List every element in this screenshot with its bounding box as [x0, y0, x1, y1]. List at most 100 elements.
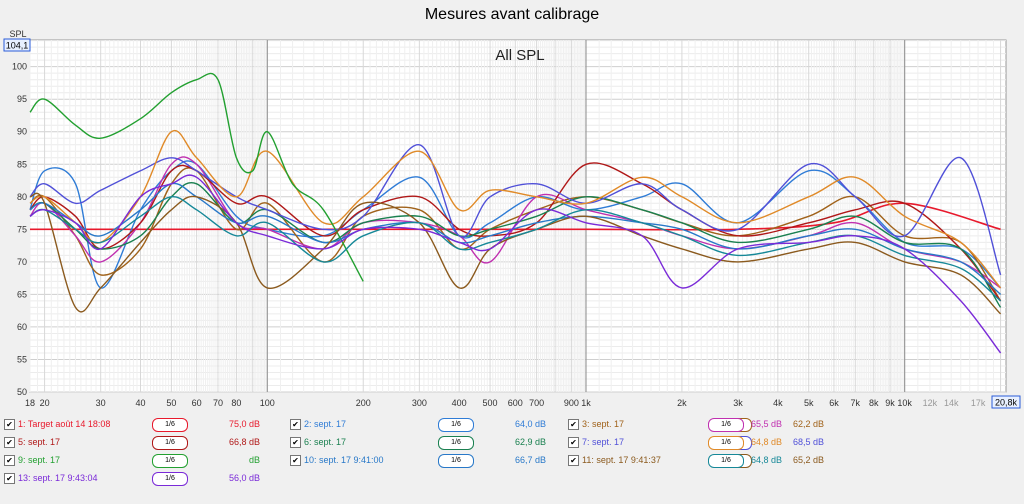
- legend-checkbox[interactable]: ✔: [4, 419, 15, 430]
- x-right-readout-text: 20,8k: [995, 398, 1018, 408]
- x-right-readout[interactable]: 20,8k: [991, 395, 1021, 409]
- x-tick-label: 1k: [581, 398, 591, 408]
- y-tick-label: 85: [17, 159, 27, 169]
- y-tick-labels: 50 55 60 65 70 75 80 85 90 95 100: [12, 62, 27, 397]
- legend-value: 64,8 dB: [750, 455, 782, 465]
- smoothing-button[interactable]: 1/6: [152, 472, 188, 486]
- series-line-13: [29, 174, 1002, 354]
- legend-value: dB: [248, 455, 260, 465]
- legend-value: 64,8 dB: [750, 437, 782, 447]
- x-tick-label: 8k: [869, 398, 879, 408]
- legend-label: 10: sept. 17 9:41:00: [304, 455, 384, 465]
- legend-label: 13: sept. 17 9:43:04: [18, 473, 98, 483]
- legend-value: 68,5 dB: [792, 437, 824, 447]
- legend-checkbox[interactable]: ✔: [290, 455, 301, 466]
- spl-chart[interactable]: All SPL SPL 104,1 20,8k 50 55 60 65 70 75 80 85…: [0, 0, 1024, 416]
- legend-label: 1: Target août 14 18:08: [18, 419, 111, 429]
- smoothing-button[interactable]: 1/6: [438, 436, 474, 450]
- legend-checkbox[interactable]: ✔: [568, 419, 579, 430]
- legend-item[interactable]: ✔ 5: sept. 17 1/6 66,8 dB: [4, 435, 274, 451]
- legend-value: 62,9 dB: [514, 437, 546, 447]
- smoothing-button[interactable]: 1/6: [708, 454, 744, 468]
- legend-checkbox[interactable]: ✔: [4, 437, 15, 448]
- y-tick-label: 50: [17, 387, 27, 397]
- x-tick-label: 200: [356, 398, 371, 408]
- legend-label: 5: sept. 17: [18, 437, 61, 447]
- legend-value: 65,5 dB: [750, 419, 782, 429]
- x-tick-label: 6k: [829, 398, 839, 408]
- x-tick-label: 12k: [923, 398, 938, 408]
- series-line-1: [30, 202, 1001, 231]
- smoothing-button[interactable]: 1/6: [708, 436, 744, 450]
- x-tick-label: 7k: [851, 398, 861, 408]
- legend-checkbox[interactable]: ✔: [568, 455, 579, 466]
- legend-value: 75,0 dB: [228, 419, 260, 429]
- x-tick-label: 9k: [885, 398, 895, 408]
- legend-label: 9: sept. 17: [18, 455, 61, 465]
- x-tick-label: 50: [166, 398, 176, 408]
- smoothing-button[interactable]: 1/6: [152, 436, 188, 450]
- x-tick-label: 100: [260, 398, 275, 408]
- series-line-10: [29, 182, 1002, 295]
- legend-label: 11: sept. 17 9:41:37: [582, 455, 661, 465]
- x-tick-label: 400: [452, 398, 467, 408]
- x-tick-label: 3k: [733, 398, 743, 408]
- x-tick-label: 20: [40, 398, 50, 408]
- series-line-9: [29, 72, 364, 282]
- smoothing-button[interactable]: 1/6: [152, 454, 188, 468]
- legend-checkbox[interactable]: ✔: [568, 437, 579, 448]
- legend-value: 65,2 dB: [792, 455, 824, 465]
- legend-item[interactable]: ✔12: sept. 17 9:42:181/664,8 dB: [704, 453, 974, 469]
- legend-label: 7: sept. 17: [582, 437, 625, 447]
- x-tick-label: 500: [483, 398, 498, 408]
- legend-value: 66,8 dB: [228, 437, 260, 447]
- legend-value: 56,0 dB: [228, 473, 260, 483]
- y-top-readout-text: 104,1: [6, 41, 29, 51]
- legend-item[interactable]: ✔ 1: Target août 14 18:08 1/6 75,0 dB: [4, 417, 274, 433]
- y-tick-label: 95: [17, 94, 27, 104]
- legend-checkbox[interactable]: ✔: [290, 419, 301, 430]
- legend-value: 62,2 dB: [792, 419, 824, 429]
- legend-checkbox[interactable]: ✔: [290, 437, 301, 448]
- x-tick-label: 18: [25, 398, 35, 408]
- x-tick-label: 60: [192, 398, 202, 408]
- grid: [29, 40, 1006, 393]
- smoothing-button[interactable]: 1/6: [438, 454, 474, 468]
- x-tick-label: 17k: [971, 398, 986, 408]
- legend-checkbox[interactable]: ✔: [4, 455, 15, 466]
- legend-item[interactable]: ✔ 9: sept. 17 1/6 dB: [4, 453, 274, 469]
- x-tick-label: 40: [136, 398, 146, 408]
- legend-item[interactable]: ✔4: sept. 171/665,5 dB: [704, 417, 974, 433]
- smoothing-button[interactable]: 1/6: [438, 418, 474, 432]
- legend-item[interactable]: ✔ 13: sept. 17 9:43:04 1/6 56,0 dB: [4, 471, 274, 487]
- x-tick-label: 700: [529, 398, 544, 408]
- legend-item[interactable]: ✔ 10: sept. 17 9:41:00 1/6 66,7 dB: [290, 453, 560, 469]
- legend-item[interactable]: ✔8: sept. 171/664,8 dB: [704, 435, 974, 451]
- chart-title: All SPL: [495, 47, 544, 64]
- x-tick-label: 4k: [773, 398, 783, 408]
- y-tick-label: 80: [17, 192, 27, 202]
- y-tick-label: 60: [17, 322, 27, 332]
- smoothing-button[interactable]: 1/6: [708, 418, 744, 432]
- window-title: Mesures avant calibrage: [424, 6, 600, 23]
- x-tick-label: 10k: [897, 398, 912, 408]
- x-tick-label: 5k: [804, 398, 814, 408]
- series-line-7: [29, 144, 1002, 276]
- y-tick-label: 90: [17, 127, 27, 137]
- x-tick-label: 70: [213, 398, 223, 408]
- x-tick-label: 600: [508, 398, 523, 408]
- x-tick-label: 900: [564, 398, 579, 408]
- legend-checkbox[interactable]: ✔: [4, 473, 15, 484]
- y-tick-label: 70: [17, 257, 27, 267]
- legend-value: 64,0 dB: [514, 419, 546, 429]
- series-line-11: [29, 192, 1002, 315]
- smoothing-button[interactable]: 1/6: [152, 418, 188, 432]
- series-lines: [29, 72, 1002, 354]
- x-tick-label: 30: [96, 398, 106, 408]
- series-line-6: [29, 182, 1002, 308]
- y-top-readout[interactable]: 104,1: [3, 38, 31, 52]
- y-tick-label: 100: [12, 62, 27, 72]
- legend-item[interactable]: ✔ 2: sept. 17 1/6 64,0 dB: [290, 417, 560, 433]
- legend-item[interactable]: ✔ 6: sept. 17 1/6 62,9 dB: [290, 435, 560, 451]
- y-tick-label: 55: [17, 354, 27, 364]
